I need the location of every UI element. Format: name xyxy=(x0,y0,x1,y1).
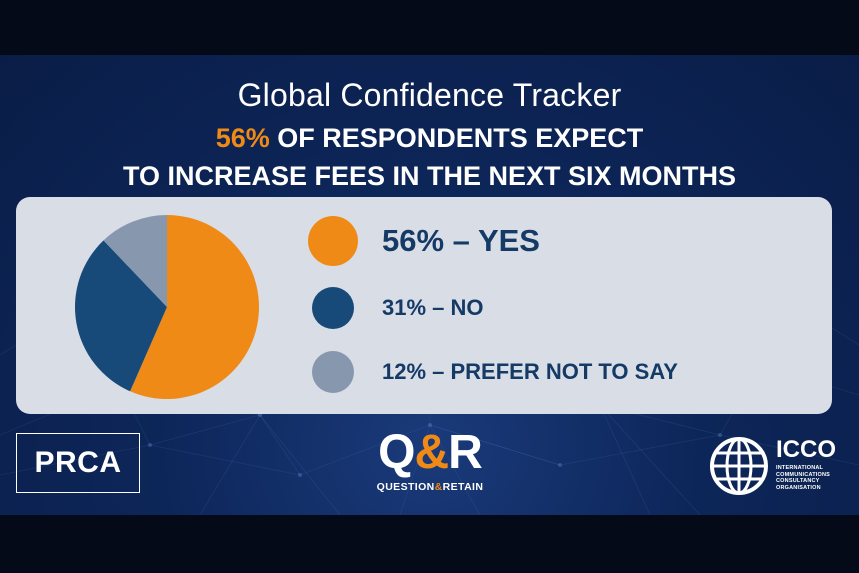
legend-label-prefer-not: 12% – PREFER NOT TO SAY xyxy=(382,359,678,384)
qr-subtitle: QUESTION&RETAIN xyxy=(362,481,498,493)
headline-line-1: 56% OF RESPONDENTS EXPECT xyxy=(0,119,859,157)
icco-logo: ICCO INTERNATIONAL COMMUNICATIONS CONSUL… xyxy=(708,435,848,497)
pie-slice-yes xyxy=(130,215,259,399)
legend-label-no: 31% – NO xyxy=(382,295,484,320)
qr-q: Q xyxy=(378,426,415,479)
legend-label-yes: 56% – YES xyxy=(382,223,540,258)
legend-swatch-yes xyxy=(308,216,358,266)
question-and-retain-logo: Q&R QUESTION&RETAIN xyxy=(362,427,498,507)
chart-panel: 56% – YES 31% – NO 12% – PREFER NOT TO S… xyxy=(16,197,832,414)
legend-swatch-no xyxy=(312,287,354,329)
globe-icon xyxy=(710,437,768,495)
qr-sub-ampersand: & xyxy=(434,481,443,493)
icco-name: ICCO xyxy=(776,436,836,463)
slide-title: Global Confidence Tracker xyxy=(237,77,622,113)
pie-chart xyxy=(74,215,259,399)
legend-item-no: 31% – NO xyxy=(308,287,484,329)
icco-subtitle: INTERNATIONAL COMMUNICATIONS CONSULTANCY… xyxy=(776,465,831,491)
legend-item-prefer-not: 12% – PREFER NOT TO SAY xyxy=(308,351,678,393)
headline-line-2: TO INCREASE FEES IN THE NEXT SIX MONTHS xyxy=(122,161,737,191)
qr-sub-question: QUESTION xyxy=(376,481,435,493)
qr-ampersand: & xyxy=(414,426,450,479)
legend-swatch-prefer-not xyxy=(312,351,354,393)
legend-item-yes: 56% – YES xyxy=(308,216,540,266)
pie-slice-prefer-not xyxy=(103,215,167,307)
pie-slice-no xyxy=(74,240,167,392)
qr-mark: Q&R xyxy=(362,427,498,479)
qr-r: R xyxy=(448,426,483,479)
headline-line-1-text: OF RESPONDENTS EXPECT xyxy=(269,123,644,153)
slide: Global Confidence Tracker 56% OF RESPOND… xyxy=(0,55,859,515)
qr-sub-retain: RETAIN xyxy=(442,481,484,493)
prca-logo: PRCA xyxy=(16,433,140,493)
headline-accent-percent: 56% xyxy=(215,123,270,153)
